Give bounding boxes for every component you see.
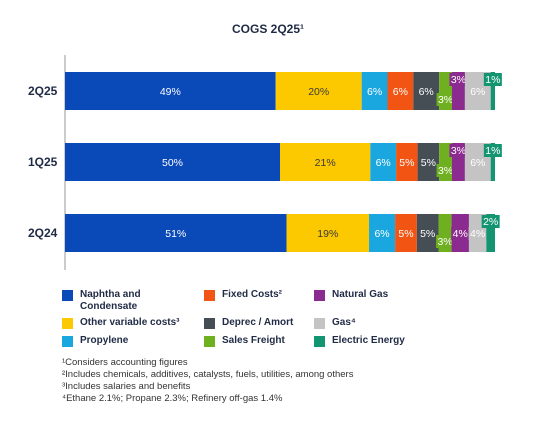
data-label: 3% xyxy=(437,236,452,248)
legend-swatch xyxy=(314,290,325,301)
data-label: 3% xyxy=(438,94,453,106)
data-label: 51% xyxy=(165,228,186,240)
data-label: 6% xyxy=(376,157,391,169)
bar-segment xyxy=(490,143,495,181)
bar-segment xyxy=(286,214,370,252)
data-label-bg xyxy=(483,144,502,157)
legend-label: Sales Freight xyxy=(222,335,285,346)
bar-segment xyxy=(486,214,495,252)
data-label: 6% xyxy=(374,228,389,240)
data-label: 4% xyxy=(453,228,468,240)
legend-label: Deprec / Amort xyxy=(222,317,294,328)
bar-segment xyxy=(65,143,280,181)
data-label-bg xyxy=(436,164,455,177)
legend-swatch xyxy=(204,336,215,347)
bar-segment xyxy=(396,143,418,181)
data-label: 50% xyxy=(162,157,183,169)
legend-swatch xyxy=(62,318,73,329)
data-label: 2% xyxy=(483,216,498,228)
data-label: 5% xyxy=(399,157,414,169)
legend-swatch xyxy=(62,336,73,347)
stacked-bar-chart: 2Q25 49% 20% 6% 6% 6%3%3%6%1%1Q25 50% 21% 6% 5% 5%… xyxy=(28,55,502,270)
legend-swatch xyxy=(314,336,325,347)
bar-segment xyxy=(417,143,440,181)
data-label: 6% xyxy=(470,86,485,98)
bar-segment xyxy=(490,72,495,110)
footnote: ²Includes chemicals, additives, catalyst… xyxy=(62,369,354,380)
legend-label: Natural Gas xyxy=(332,289,389,300)
data-label-bg xyxy=(451,227,470,240)
bar-segment xyxy=(416,214,439,252)
data-label: 1% xyxy=(485,74,500,86)
legend-label: Electric Energy xyxy=(332,335,405,346)
bar-segment xyxy=(413,72,440,110)
data-label: 6% xyxy=(393,86,408,98)
footnote: ³Includes salaries and benefits xyxy=(62,381,191,392)
legend-label: Other variable costs³ xyxy=(80,317,180,328)
data-label-bg xyxy=(436,235,455,248)
legend-label: Fixed Costs² xyxy=(222,289,283,300)
bar-segment xyxy=(65,72,276,110)
data-label: 20% xyxy=(308,86,329,98)
data-label: 5% xyxy=(420,228,435,240)
data-label: 4% xyxy=(470,228,485,240)
data-label-bg xyxy=(481,215,500,228)
data-label: 1% xyxy=(485,145,500,157)
chart-title: COGS 2Q25¹ xyxy=(231,22,305,36)
data-label-bg xyxy=(449,144,468,157)
legend-swatch xyxy=(314,318,325,329)
footnote: ¹Considers accounting figures xyxy=(62,357,188,368)
legend-label: Gas⁴ xyxy=(332,317,356,328)
legend-label: Naphtha and Condensate xyxy=(80,289,141,312)
data-label-bg xyxy=(436,93,455,106)
data-label: 5% xyxy=(398,228,413,240)
category-label: 2Q24 xyxy=(28,226,58,240)
data-label: 6% xyxy=(367,86,382,98)
data-label-bg xyxy=(468,227,487,240)
data-label-bg xyxy=(483,73,502,86)
category-label: 2Q25 xyxy=(28,84,58,98)
legend-swatch xyxy=(62,290,73,301)
bar-segment xyxy=(275,72,362,110)
data-label: 5% xyxy=(421,157,436,169)
bar-segment xyxy=(280,143,371,181)
bar-segment xyxy=(395,214,417,252)
data-label: 3% xyxy=(451,74,466,86)
category-label: 1Q25 xyxy=(28,155,58,169)
data-label: 21% xyxy=(315,157,336,169)
legend-swatch xyxy=(204,290,215,301)
data-label: 3% xyxy=(451,145,466,157)
data-label: 3% xyxy=(438,165,453,177)
bar-segment xyxy=(361,72,388,110)
footnote: ⁴Ethane 2.1%; Propane 2.3%; Refinery off… xyxy=(62,393,283,404)
legend-label: Propylene xyxy=(80,335,129,346)
data-label: 49% xyxy=(160,86,181,98)
data-label: 6% xyxy=(419,86,434,98)
legend-swatch xyxy=(204,318,215,329)
footnotes: ¹Considers accounting figures ²Includes … xyxy=(62,357,353,405)
bar-segment xyxy=(370,143,397,181)
data-label-bg xyxy=(449,73,468,86)
bar-segment xyxy=(387,72,414,110)
data-label: 6% xyxy=(470,157,485,169)
bar-segment xyxy=(65,214,287,252)
bar-segment xyxy=(369,214,396,252)
data-label: 19% xyxy=(317,228,338,240)
